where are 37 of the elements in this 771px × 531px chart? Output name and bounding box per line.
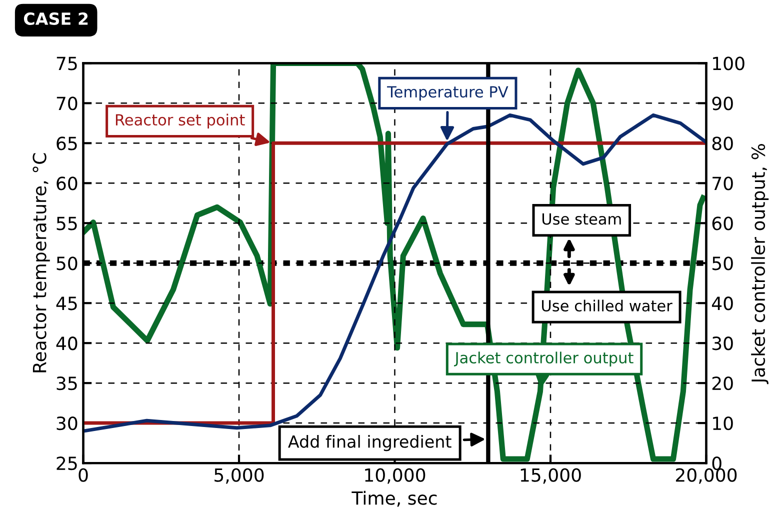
y-axis-title: Reactor temperature, °C — [32, 153, 50, 372]
y-tick-label: 65 — [56, 136, 77, 150]
y-tick-label: 30 — [56, 416, 78, 430]
y2-tick-label: 40 — [712, 296, 733, 310]
series-label: Temperature PV — [387, 86, 508, 101]
x-tick-label: 15,000 — [520, 468, 581, 484]
annotation: Use chilled water — [542, 300, 672, 312]
y-tick-label: 75 — [56, 56, 77, 70]
y2-tick-label: 100 — [713, 56, 744, 70]
y2-tick-label: 20 — [712, 376, 733, 390]
y2-tick-label: 30 — [712, 336, 733, 350]
x-tick-label: 20,000 — [676, 468, 737, 484]
y2-tick-label: 70 — [712, 176, 733, 190]
y2-tick-label: 0 — [712, 456, 722, 470]
x-tick-label: 0 — [78, 468, 88, 482]
x-tick-label: 10,000 — [365, 468, 426, 484]
ref-line-label: Add final ingredient — [288, 434, 452, 452]
y2-tick-label: 80 — [712, 136, 733, 150]
y2-tick-label: 50 — [712, 256, 733, 270]
y-tick-label: 60 — [56, 176, 78, 190]
y-tick-label: 55 — [56, 216, 77, 230]
y-tick-label: 50 — [56, 256, 78, 270]
x-axis-title: Time, sec — [352, 490, 437, 507]
y-tick-label: 35 — [56, 376, 77, 390]
y-tick-label: 70 — [56, 96, 78, 110]
y-tick-label: 45 — [56, 296, 77, 310]
y-tick-label: 40 — [56, 336, 78, 350]
chart-title: CASE 2 — [24, 12, 88, 26]
text: Reactor set point — [116, 114, 245, 129]
annotation: Use steam — [542, 213, 621, 225]
y-tick-label: 25 — [56, 456, 77, 470]
y2-tick-label: 10 — [713, 416, 733, 430]
y2-tick-label: 60 — [712, 216, 733, 230]
x-tick-label: 5,000 — [214, 468, 264, 484]
y2-axis-title: Jacket controller output, % — [751, 144, 769, 384]
series-label: Jacket controller output — [454, 352, 634, 366]
y2-tick-label: 90 — [712, 96, 733, 110]
